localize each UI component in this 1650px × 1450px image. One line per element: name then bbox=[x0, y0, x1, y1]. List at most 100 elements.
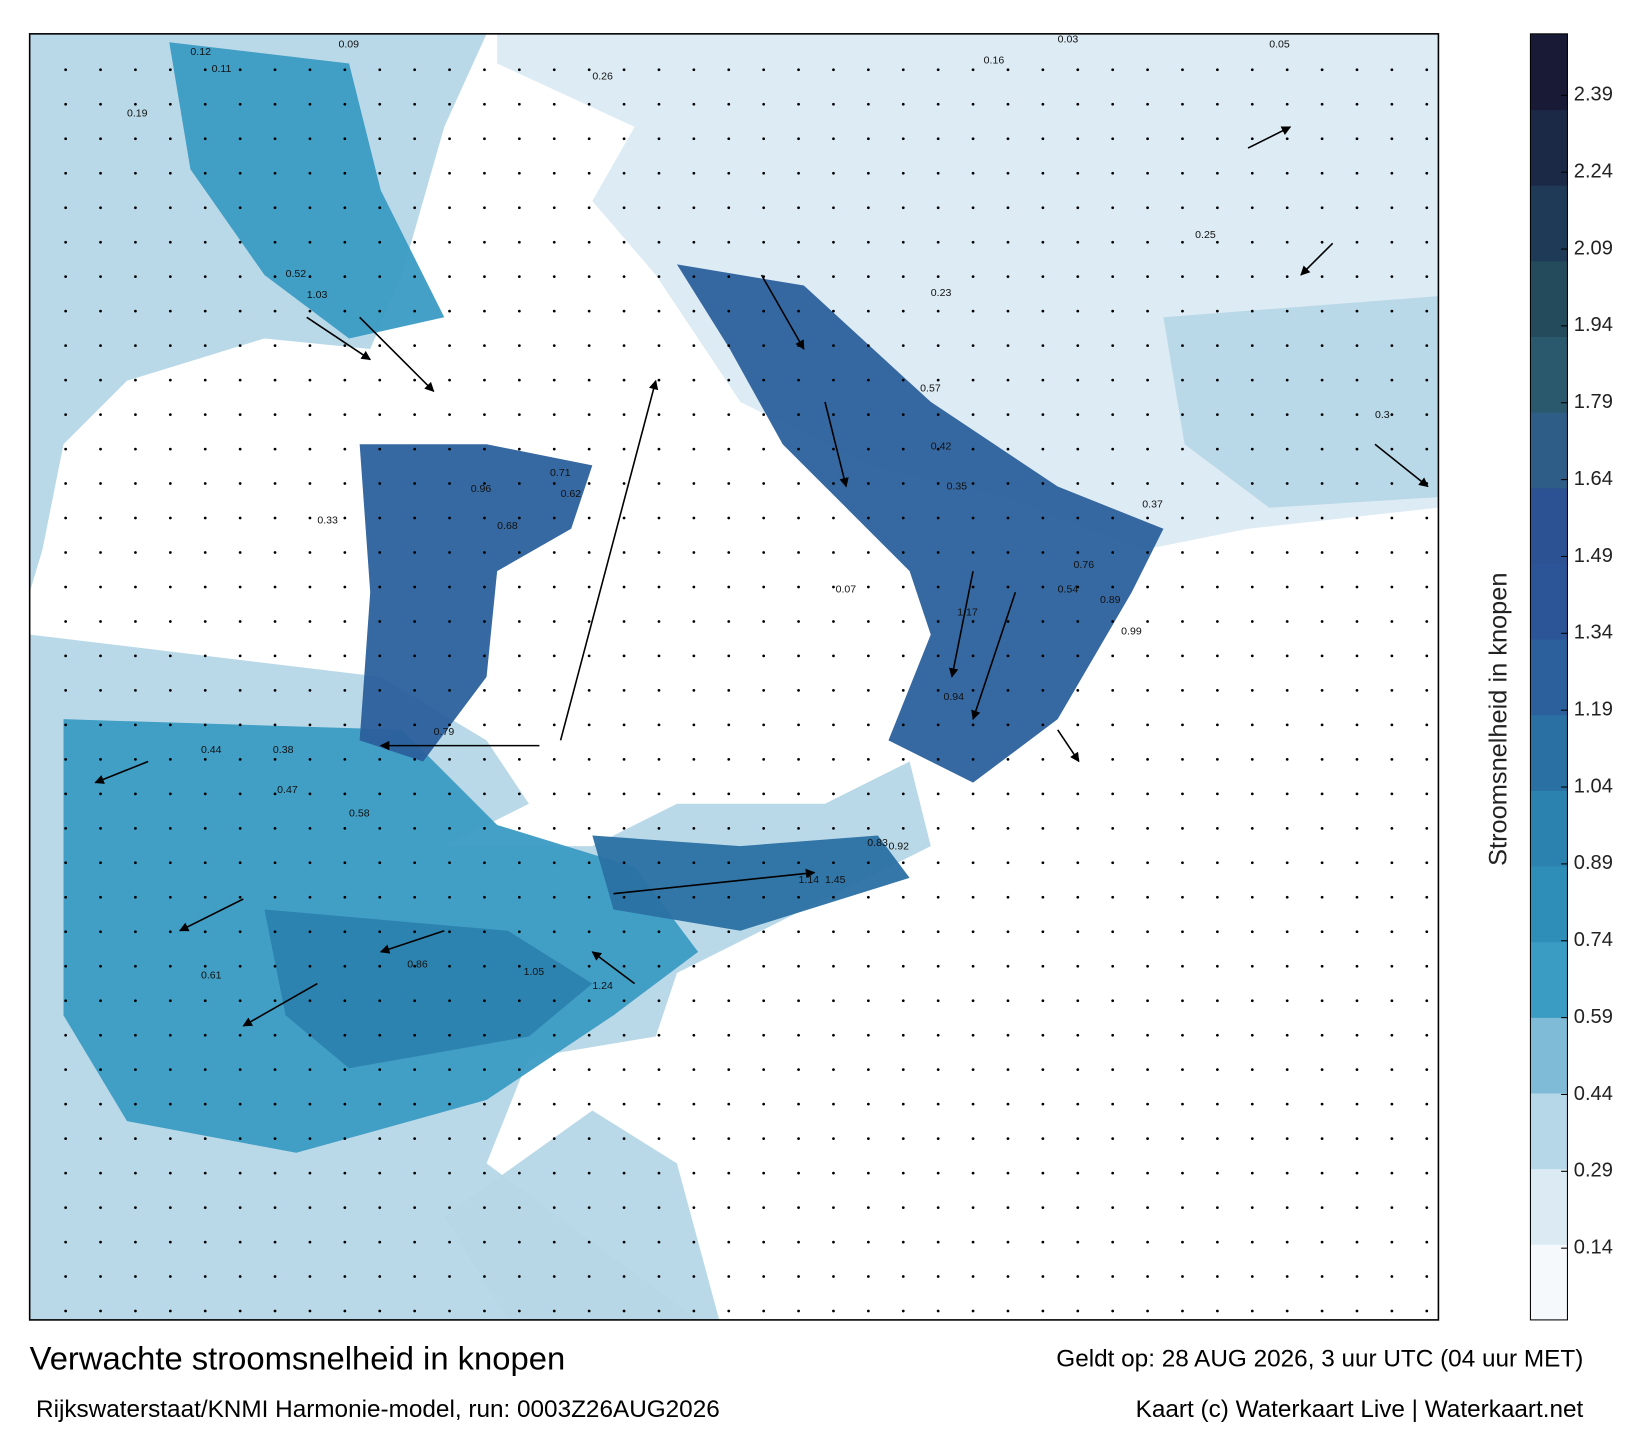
grid-point bbox=[1041, 1275, 1045, 1278]
grid-point bbox=[517, 654, 521, 658]
grid-point bbox=[971, 861, 975, 865]
grid-point bbox=[64, 68, 68, 72]
grid-point bbox=[762, 1206, 766, 1209]
grid-point bbox=[1146, 930, 1149, 934]
grid-point bbox=[1425, 1275, 1429, 1278]
grid-point bbox=[203, 964, 207, 968]
grid-point bbox=[1181, 1240, 1184, 1244]
grid-point bbox=[727, 1240, 731, 1244]
speed-label: 0.26 bbox=[592, 70, 613, 82]
grid-point bbox=[378, 137, 382, 141]
grid-point bbox=[1285, 447, 1289, 451]
grid-point bbox=[1355, 654, 1359, 658]
grid-point bbox=[622, 1240, 626, 1244]
grid-point bbox=[1111, 482, 1115, 485]
speed-label: 0.19 bbox=[127, 107, 148, 119]
grid-point bbox=[1250, 551, 1254, 554]
grid-point bbox=[1320, 1309, 1324, 1313]
grid-point bbox=[657, 999, 661, 1003]
grid-point bbox=[866, 1068, 870, 1072]
grid-point bbox=[552, 689, 556, 692]
grid-point bbox=[727, 964, 731, 968]
grid-point bbox=[343, 861, 347, 865]
grid-point bbox=[797, 1102, 800, 1106]
grid-point bbox=[1390, 1033, 1394, 1037]
grid-point bbox=[936, 1137, 940, 1141]
grid-point bbox=[1355, 1275, 1359, 1278]
grid-point bbox=[552, 1309, 556, 1313]
grid-point bbox=[273, 1068, 277, 1072]
grid-point bbox=[1250, 447, 1254, 451]
grid-point bbox=[866, 620, 870, 623]
grid-point bbox=[1006, 1171, 1010, 1175]
grid-point bbox=[1250, 309, 1254, 313]
grid-point bbox=[1181, 102, 1184, 106]
grid-point bbox=[1006, 137, 1010, 141]
grid-point bbox=[203, 1309, 207, 1313]
grid-point bbox=[413, 1275, 417, 1278]
grid-point bbox=[552, 551, 556, 554]
grid-point bbox=[971, 895, 975, 899]
grid-point bbox=[832, 826, 835, 830]
grid-point bbox=[378, 551, 382, 554]
grid-point bbox=[1390, 102, 1394, 106]
grid-point bbox=[168, 1309, 172, 1313]
grid-point bbox=[168, 206, 172, 210]
grid-point bbox=[1425, 964, 1429, 968]
grid-point bbox=[692, 999, 696, 1003]
grid-point bbox=[1216, 1240, 1219, 1244]
grid-point bbox=[901, 861, 905, 865]
grid-point bbox=[901, 102, 905, 106]
grid-point bbox=[64, 861, 68, 865]
grid-point bbox=[1390, 826, 1394, 830]
grid-point bbox=[1425, 895, 1429, 899]
grid-point bbox=[901, 171, 905, 175]
grid-point bbox=[1041, 1206, 1045, 1209]
grid-point bbox=[1390, 1171, 1394, 1175]
grid-point bbox=[1111, 1137, 1115, 1141]
grid-point bbox=[1250, 378, 1254, 382]
grid-point bbox=[1425, 1068, 1429, 1072]
grid-point bbox=[273, 137, 277, 141]
grid-point bbox=[1076, 1171, 1080, 1175]
grid-point bbox=[1320, 482, 1324, 485]
grid-point bbox=[413, 1068, 417, 1072]
grid-point bbox=[134, 1275, 137, 1278]
speed-label: 0.52 bbox=[286, 268, 307, 280]
speed-label: 0.33 bbox=[317, 515, 338, 527]
grid-point bbox=[797, 137, 800, 141]
grid-point bbox=[971, 551, 975, 554]
grid-point bbox=[971, 620, 975, 623]
grid-point bbox=[1041, 826, 1045, 830]
grid-point bbox=[168, 723, 172, 727]
grid-point bbox=[936, 723, 940, 727]
grid-point bbox=[308, 240, 312, 244]
grid-point bbox=[587, 344, 591, 348]
grid-point bbox=[1355, 895, 1359, 899]
grid-point bbox=[797, 171, 800, 175]
grid-point bbox=[1216, 551, 1219, 554]
grid-point bbox=[273, 275, 277, 279]
current-arrow bbox=[948, 570, 974, 678]
colorbar-band bbox=[1530, 33, 1568, 111]
grid-point bbox=[657, 1171, 661, 1175]
grid-point bbox=[483, 482, 486, 485]
grid-point bbox=[1216, 516, 1219, 520]
grid-point bbox=[1250, 344, 1254, 348]
grid-point bbox=[692, 68, 696, 72]
grid-point bbox=[413, 240, 417, 244]
grid-point bbox=[1111, 206, 1115, 210]
grid-point bbox=[238, 930, 242, 934]
grid-point bbox=[64, 930, 68, 934]
grid-point bbox=[1076, 206, 1080, 210]
grid-point bbox=[1355, 1033, 1359, 1037]
grid-point bbox=[378, 792, 382, 796]
grid-point bbox=[378, 1275, 382, 1278]
grid-point bbox=[1355, 620, 1359, 623]
grid-point bbox=[936, 102, 940, 106]
grid-point bbox=[1146, 275, 1149, 279]
colorbar-band bbox=[1530, 866, 1568, 943]
grid-point bbox=[1390, 1309, 1394, 1313]
grid-point bbox=[1111, 344, 1115, 348]
grid-point bbox=[866, 757, 870, 761]
